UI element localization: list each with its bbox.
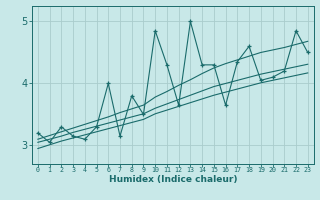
- X-axis label: Humidex (Indice chaleur): Humidex (Indice chaleur): [108, 175, 237, 184]
